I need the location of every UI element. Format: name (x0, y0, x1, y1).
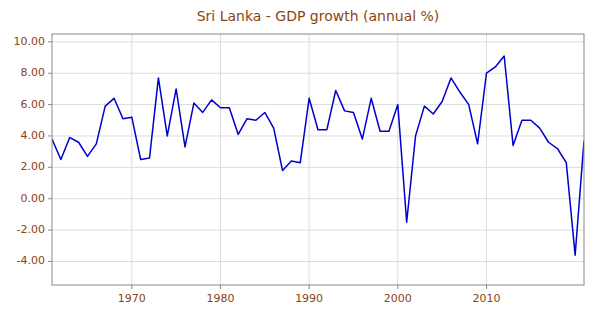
title: Sri Lanka - GDP growth (annual %) (197, 8, 440, 24)
x-grid-line (220, 34, 221, 285)
y-tick (48, 73, 52, 74)
y-tick-label: -4.00 (17, 254, 45, 267)
y-tick (48, 230, 52, 231)
data-layer (52, 56, 584, 255)
plot-background (52, 34, 584, 285)
y-tick (48, 104, 52, 105)
x-tick-label: 1980 (206, 292, 234, 305)
x-grid-line (397, 34, 398, 285)
y-tick (48, 135, 52, 136)
chart-container: -4.00-2.000.002.004.006.008.0010.0019701… (0, 0, 600, 315)
x-tick (397, 285, 398, 289)
y-tick-label: 2.00 (21, 160, 46, 173)
grid (52, 34, 584, 285)
y-tick-label: 0.00 (21, 192, 46, 205)
x-tick-label: 2000 (384, 292, 412, 305)
y-axis: -4.00 -2.00 0.00 2.00 4.00 6.00 8.00 10.00 (14, 35, 53, 268)
y-tick (48, 261, 52, 262)
y-tick-label: -2.00 (17, 223, 45, 236)
y-tick-label: 10.00 (14, 35, 46, 48)
x-tick (486, 285, 487, 289)
y-tick (48, 41, 52, 42)
x-axis: 1970 1980 1990 2000 2010 (118, 285, 501, 305)
y-tick (48, 198, 52, 199)
y-tick-label: 6.00 (21, 98, 46, 111)
line (52, 56, 584, 255)
x-tick (309, 285, 310, 289)
x-tick-label: 1990 (295, 292, 323, 305)
y-tick (48, 167, 52, 168)
x-tick (220, 285, 221, 289)
chart: -4.00-2.000.002.004.006.008.0010.0019701… (0, 0, 600, 315)
x-tick (131, 285, 132, 289)
y-tick-label: 8.00 (21, 66, 46, 79)
plot-frame (52, 34, 584, 285)
x-grid-line (486, 34, 487, 285)
x-grid-line (131, 34, 132, 285)
y-tick-label: 4.00 (21, 129, 46, 142)
x-grid-line (309, 34, 310, 285)
x-tick-label: 2010 (472, 292, 500, 305)
x-tick-label: 1970 (118, 292, 146, 305)
